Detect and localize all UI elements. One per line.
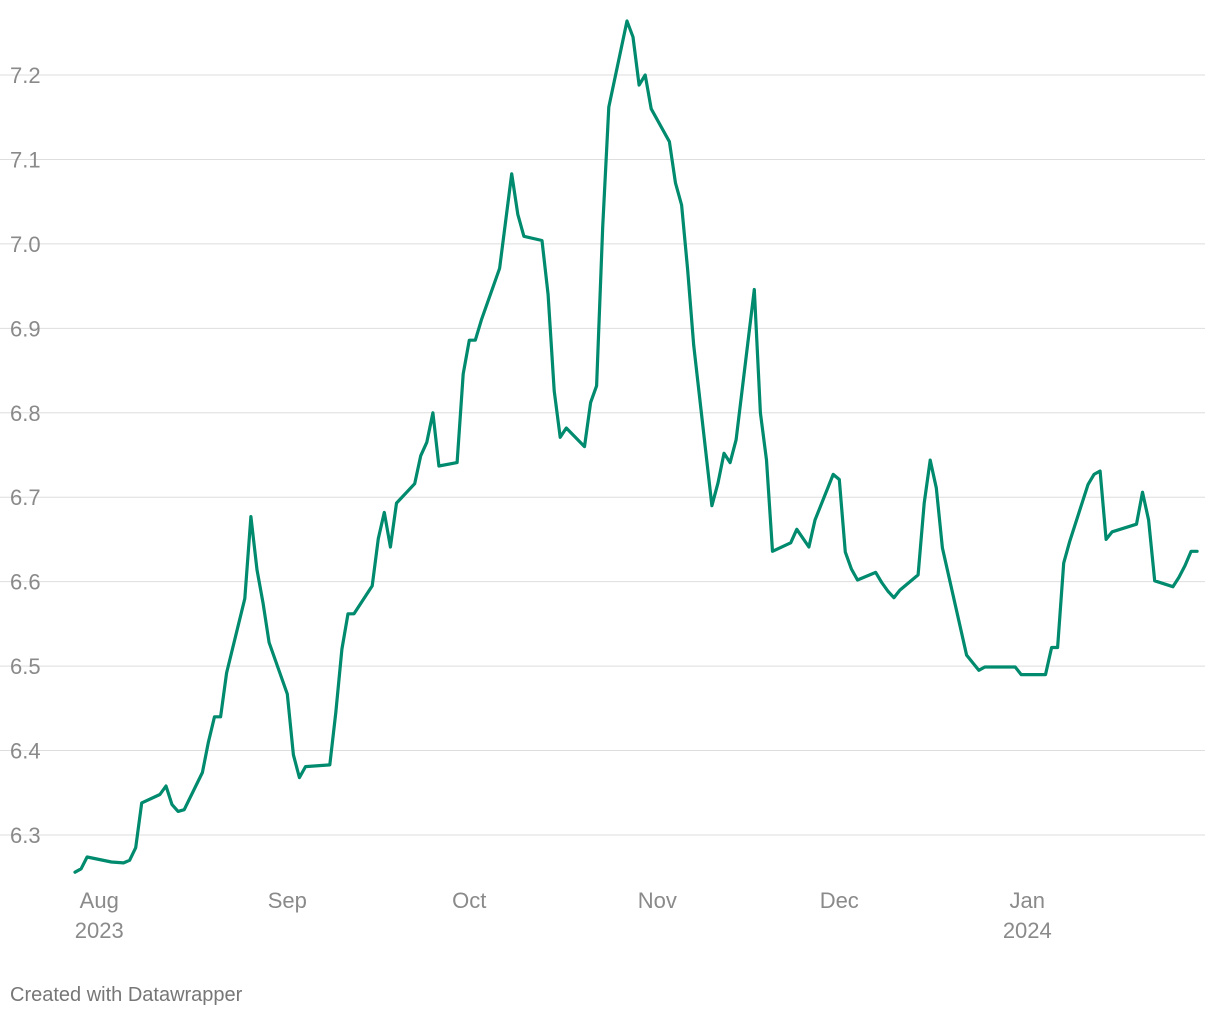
y-tick-label: 6.9 [10,316,41,341]
line-chart: 6.3 6.4 6.5 6.6 6.7 6.8 6.9 7.0 7.1 7.2 Aug 2023 Se… [0,19,1205,943]
y-tick-label: 7.2 [10,63,41,88]
x-tick-year-label: 2024 [1003,918,1052,943]
x-tick-year-label: 2023 [75,918,124,943]
y-axis-tick-labels: 6.3 6.4 6.5 6.6 6.7 6.8 6.9 7.0 7.1 7.2 [10,63,41,848]
datawrapper-credit[interactable]: Created with Datawrapper [10,984,243,1006]
y-tick-label: 6.4 [10,739,41,764]
y-tick-label: 6.5 [10,654,41,679]
y-tick-label: 7.0 [10,232,41,257]
series-line [73,19,1199,874]
grid-lines [0,74,1205,836]
series-layer [73,19,1199,874]
x-axis-tick-labels: Aug 2023 Sep Oct Nov Dec Jan 2024 [75,888,1052,943]
y-tick-label: 7.1 [10,147,41,172]
x-tick-label: Jan [1010,888,1045,913]
y-tick-label: 6.8 [10,401,41,426]
y-tick-label: 6.7 [10,485,41,510]
x-tick-label: Aug [80,888,119,913]
x-tick-label: Oct [452,888,486,913]
x-tick-label: Sep [268,888,307,913]
x-tick-label: Nov [638,888,677,913]
y-tick-label: 6.6 [10,570,41,595]
x-tick-label: Dec [820,888,859,913]
y-tick-label: 6.3 [10,823,41,848]
